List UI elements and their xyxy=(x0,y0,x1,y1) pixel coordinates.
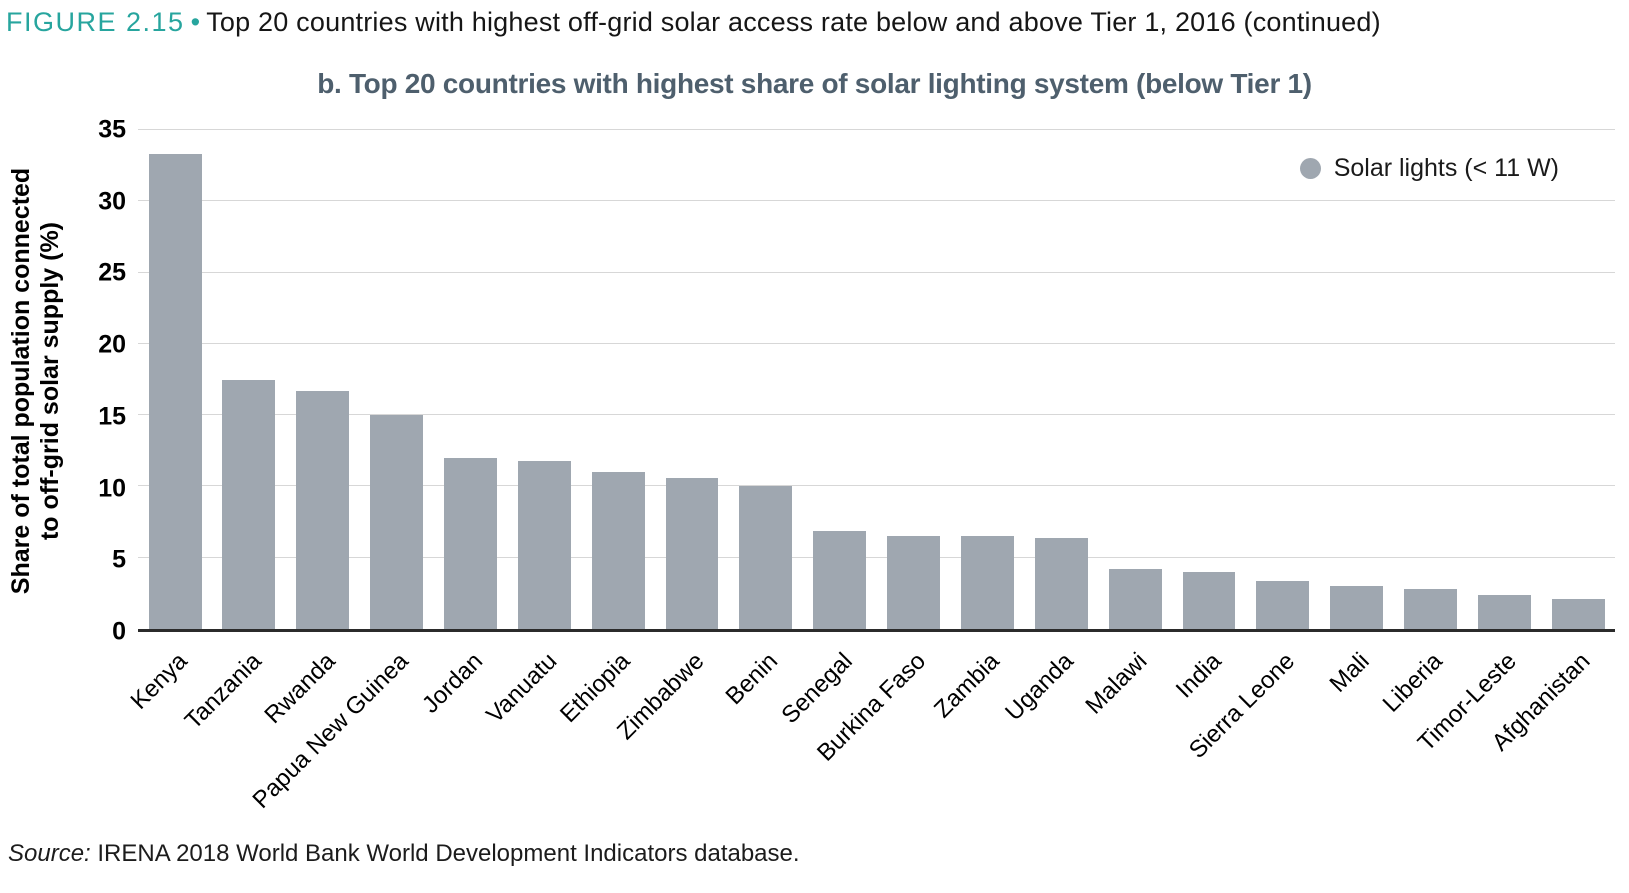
bar-zambia xyxy=(960,536,1014,629)
legend-marker-icon xyxy=(1299,158,1321,179)
bar-papua-new-guinea xyxy=(370,415,424,629)
y-tick-label: 10 xyxy=(98,474,126,503)
bar-tanzania xyxy=(222,379,276,629)
bar-liberia xyxy=(1404,589,1457,629)
bar-benin xyxy=(739,486,793,629)
y-tick-label: 0 xyxy=(112,617,126,646)
x-tick-label: Zambia xyxy=(929,647,1005,724)
bar-mali xyxy=(1330,586,1384,629)
source-prefix: Source: xyxy=(8,840,91,867)
bar-sierra-leone xyxy=(1256,580,1310,629)
bar-rwanda xyxy=(296,390,350,629)
bar-timor-leste xyxy=(1477,594,1531,629)
x-tick-label: Jordan xyxy=(417,647,489,719)
legend-label: Solar lights (< 11 W) xyxy=(1333,154,1559,182)
x-tick-label: Liberia xyxy=(1378,647,1449,718)
gridline xyxy=(138,129,1615,130)
bar-senegal xyxy=(813,530,867,629)
chart-legend: Solar lights (< 11 W) xyxy=(1299,154,1559,183)
gridline xyxy=(138,414,1615,416)
x-tick-label: Kenya xyxy=(125,647,193,715)
chart-title: b. Top 20 countries with highest share o… xyxy=(317,68,1312,99)
y-tick-label: 30 xyxy=(98,187,126,216)
y-axis-ticks: 0 5 10 15 20 25 30 35 xyxy=(0,117,126,644)
bar-uganda xyxy=(1034,537,1088,629)
x-tick-label: Vanuatu xyxy=(480,647,562,729)
y-tick-label: 25 xyxy=(98,258,126,287)
x-tick-label: Benin xyxy=(720,647,784,711)
bar-jordan xyxy=(444,457,497,629)
y-tick-label: 20 xyxy=(98,330,126,359)
bar-kenya xyxy=(148,154,202,629)
x-tick-label: India xyxy=(1170,647,1227,704)
x-tick-label: Mali xyxy=(1323,647,1375,698)
gridline xyxy=(138,485,1615,487)
figure-number-label: FIGURE 2.15 xyxy=(6,7,185,37)
bar-malawi xyxy=(1108,569,1162,629)
bar-ethiopia xyxy=(591,472,645,629)
bar-zimbabwe xyxy=(665,477,719,629)
bar-afghanistan xyxy=(1551,599,1605,629)
x-axis-labels: Kenya Tanzania Rwanda Papua New Guinea Jorda… xyxy=(125,635,1615,815)
x-tick-label: Malawi xyxy=(1080,647,1153,720)
x-tick-label: Uganda xyxy=(1000,647,1079,727)
source-text: IRENA 2018 World Bank World Development … xyxy=(90,840,800,867)
gridline xyxy=(138,271,1615,273)
gridline xyxy=(138,556,1615,558)
figure-title: Top 20 countries with highest off-grid s… xyxy=(206,7,1381,37)
y-tick-label: 35 xyxy=(98,115,126,144)
bar-india xyxy=(1182,571,1236,629)
y-tick-label: 5 xyxy=(112,545,126,574)
bar-vanuatu xyxy=(517,460,571,629)
figure-bullet-separator: • xyxy=(190,7,201,37)
gridline xyxy=(138,342,1615,344)
figure-header: FIGURE 2.15 • Top 20 countries with highes… xyxy=(6,7,1381,38)
bar-burkina-faso xyxy=(887,536,940,629)
plot-area: Solar lights (< 11 W) xyxy=(138,129,1615,632)
gridline xyxy=(138,200,1615,202)
y-tick-label: 15 xyxy=(98,402,126,431)
source-line: Source: IRENA 2018 World Bank World Deve… xyxy=(8,840,800,868)
x-tick-label: Tanzania xyxy=(179,647,267,735)
